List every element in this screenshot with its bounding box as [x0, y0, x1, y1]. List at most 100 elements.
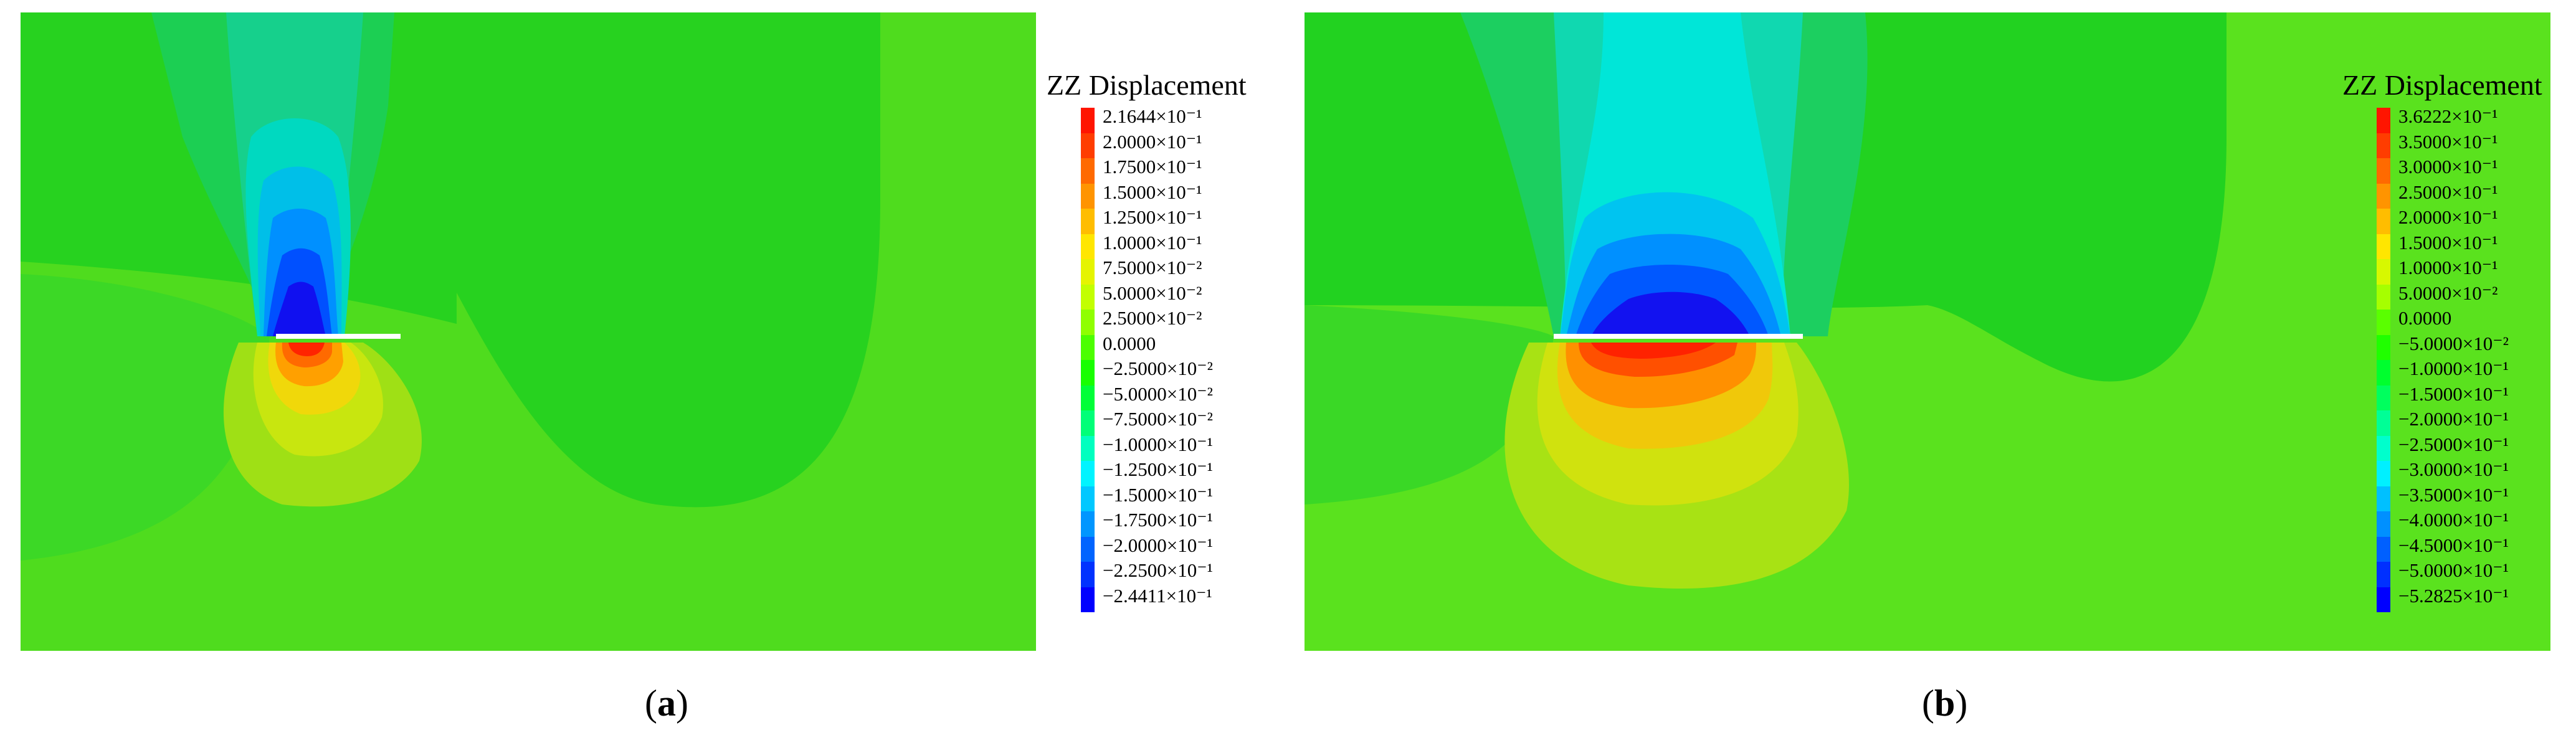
legend-label: −4.0000×10⁻¹ [2398, 509, 2509, 531]
legend-label: 2.5000×10⁻¹ [2398, 181, 2498, 203]
bulb-6-a [288, 343, 325, 356]
swatch-b [2377, 360, 2390, 386]
legend-label: 1.7500×10⁻¹ [1103, 156, 1202, 177]
swatch-b [2377, 234, 2390, 259]
swatch-a [1081, 234, 1095, 259]
swatch-a [1081, 461, 1095, 486]
legend-label: −2.2500×10⁻¹ [1103, 559, 1213, 581]
field-lower-left-b [1305, 305, 1554, 504]
panel-b: ZZ Displacement [1290, 0, 2576, 743]
swatch-b [2377, 461, 2390, 486]
legend-label: 1.5000×10⁻¹ [1103, 181, 1202, 203]
legend-label: 0.0000 [1103, 332, 1156, 354]
bulb-6-b [1591, 343, 1716, 359]
swatch-a [1081, 410, 1095, 436]
legend-label: −4.5000×10⁻¹ [2398, 534, 2509, 556]
swatch-a [1081, 360, 1095, 386]
panel-a: ZZ Displacement [21, 12, 1247, 651]
legend-label: 2.1644×10⁻¹ [1103, 105, 1202, 127]
contour-svg-a [21, 12, 1036, 651]
swatch-b [2377, 435, 2390, 461]
swatch-a [1081, 334, 1095, 360]
field-lower-left-a [21, 274, 270, 561]
swatch-a [1081, 209, 1095, 234]
colorbar-a [1081, 108, 1095, 612]
legend-label: −2.0000×10⁻¹ [2398, 408, 2509, 430]
swatch-a [1081, 158, 1095, 184]
legend-a: ZZ Displacement [1047, 69, 1247, 612]
swatch-b [2377, 158, 2390, 184]
caption-a: (a) [645, 683, 688, 724]
legend-label: −1.2500×10⁻¹ [1103, 458, 1213, 480]
swatch-b [2377, 385, 2390, 410]
legend-label: 1.5000×10⁻¹ [2398, 231, 2498, 253]
swatch-a [1081, 587, 1095, 612]
legend-label: −5.0000×10⁻¹ [2398, 559, 2509, 581]
legend-label: 1.0000×10⁻¹ [2398, 257, 2498, 278]
swatch-b [2377, 562, 2390, 587]
swatch-b [2377, 486, 2390, 511]
swatch-b [2377, 410, 2390, 436]
legend-title-b: ZZ Displacement [2342, 69, 2542, 101]
legend-label: −5.0000×10⁻² [1103, 382, 1213, 405]
legend-label: −1.5000×10⁻¹ [1103, 483, 1213, 506]
legend-labels-b: 3.6222×10⁻¹ 3.5000×10⁻¹ 3.0000×10⁻¹ 2.50… [2398, 104, 2509, 608]
swatch-a [1081, 435, 1095, 461]
legend-label: 1.2500×10⁻¹ [1103, 206, 1202, 228]
swatch-a [1081, 108, 1095, 133]
field-upper-a [457, 12, 880, 508]
legend-label: 2.0000×10⁻¹ [2398, 206, 2498, 228]
swatch-b [2377, 536, 2390, 562]
swatch-a [1081, 183, 1095, 209]
swatch-b [2377, 209, 2390, 234]
swatch-b [2377, 511, 2390, 537]
legend-label: −2.5000×10⁻¹ [2398, 433, 2509, 455]
legend-label: −1.5000×10⁻¹ [2398, 382, 2509, 405]
contour-plot-a [21, 12, 1036, 651]
swatch-a [1081, 310, 1095, 335]
swatch-b [2377, 108, 2390, 133]
colorbar-b [2377, 108, 2390, 612]
caption-b: (b) [1922, 683, 1968, 724]
legend-label: −2.4411×10⁻¹ [1103, 584, 1212, 607]
caption-letter-b: b [1934, 683, 1956, 724]
legend-label: 3.5000×10⁻¹ [2398, 130, 2498, 153]
swatch-a [1081, 511, 1095, 537]
plume-7-a [273, 282, 326, 336]
legend-label: 3.6222×10⁻¹ [2398, 105, 2498, 127]
swatch-b [2377, 284, 2390, 310]
swatch-a [1081, 284, 1095, 310]
swatch-a [1081, 385, 1095, 410]
swatch-a [1081, 259, 1095, 285]
swatch-b [2377, 183, 2390, 209]
legend-labels-a: 2.1644×10⁻¹ 2.0000×10⁻¹ 1.7500×10⁻¹ 1.50… [1103, 104, 1213, 608]
swatch-b [2377, 310, 2390, 335]
legend-b: ZZ Displacement [2342, 69, 2542, 612]
legend-label: 5.0000×10⁻² [2398, 282, 2498, 304]
swatch-b [2377, 133, 2390, 158]
contour-plot-b [1305, 12, 2550, 651]
legend-label: −3.0000×10⁻¹ [2398, 458, 2509, 480]
legend-label: 7.5000×10⁻² [1103, 257, 1202, 278]
legend-label: 1.0000×10⁻¹ [1103, 231, 1202, 253]
legend-label: 0.0000 [2398, 307, 2452, 329]
legend-label: −1.0000×10⁻¹ [2398, 357, 2509, 379]
swatch-b [2377, 587, 2390, 612]
swatch-a [1081, 562, 1095, 587]
legend-label: 5.0000×10⁻² [1103, 282, 1202, 304]
legend-label: −2.5000×10⁻² [1103, 357, 1213, 379]
plume-7-b [1591, 291, 1750, 336]
legend-label: −1.7500×10⁻¹ [1103, 509, 1213, 531]
legend-label: −2.0000×10⁻¹ [1103, 534, 1213, 556]
contour-svg-b [1305, 12, 2550, 651]
swatch-b [2377, 334, 2390, 360]
caption-letter-a: a [657, 683, 676, 724]
legend-label: −1.0000×10⁻¹ [1103, 433, 1213, 455]
swatch-b [2377, 259, 2390, 285]
legend-title-a: ZZ Displacement [1047, 69, 1247, 101]
legend-label: 2.5000×10⁻² [1103, 307, 1202, 329]
legend-label: 2.0000×10⁻¹ [1103, 130, 1202, 153]
legend-label: −5.2825×10⁻¹ [2398, 584, 2509, 607]
legend-label: −5.0000×10⁻² [2398, 332, 2509, 354]
swatch-a [1081, 486, 1095, 511]
